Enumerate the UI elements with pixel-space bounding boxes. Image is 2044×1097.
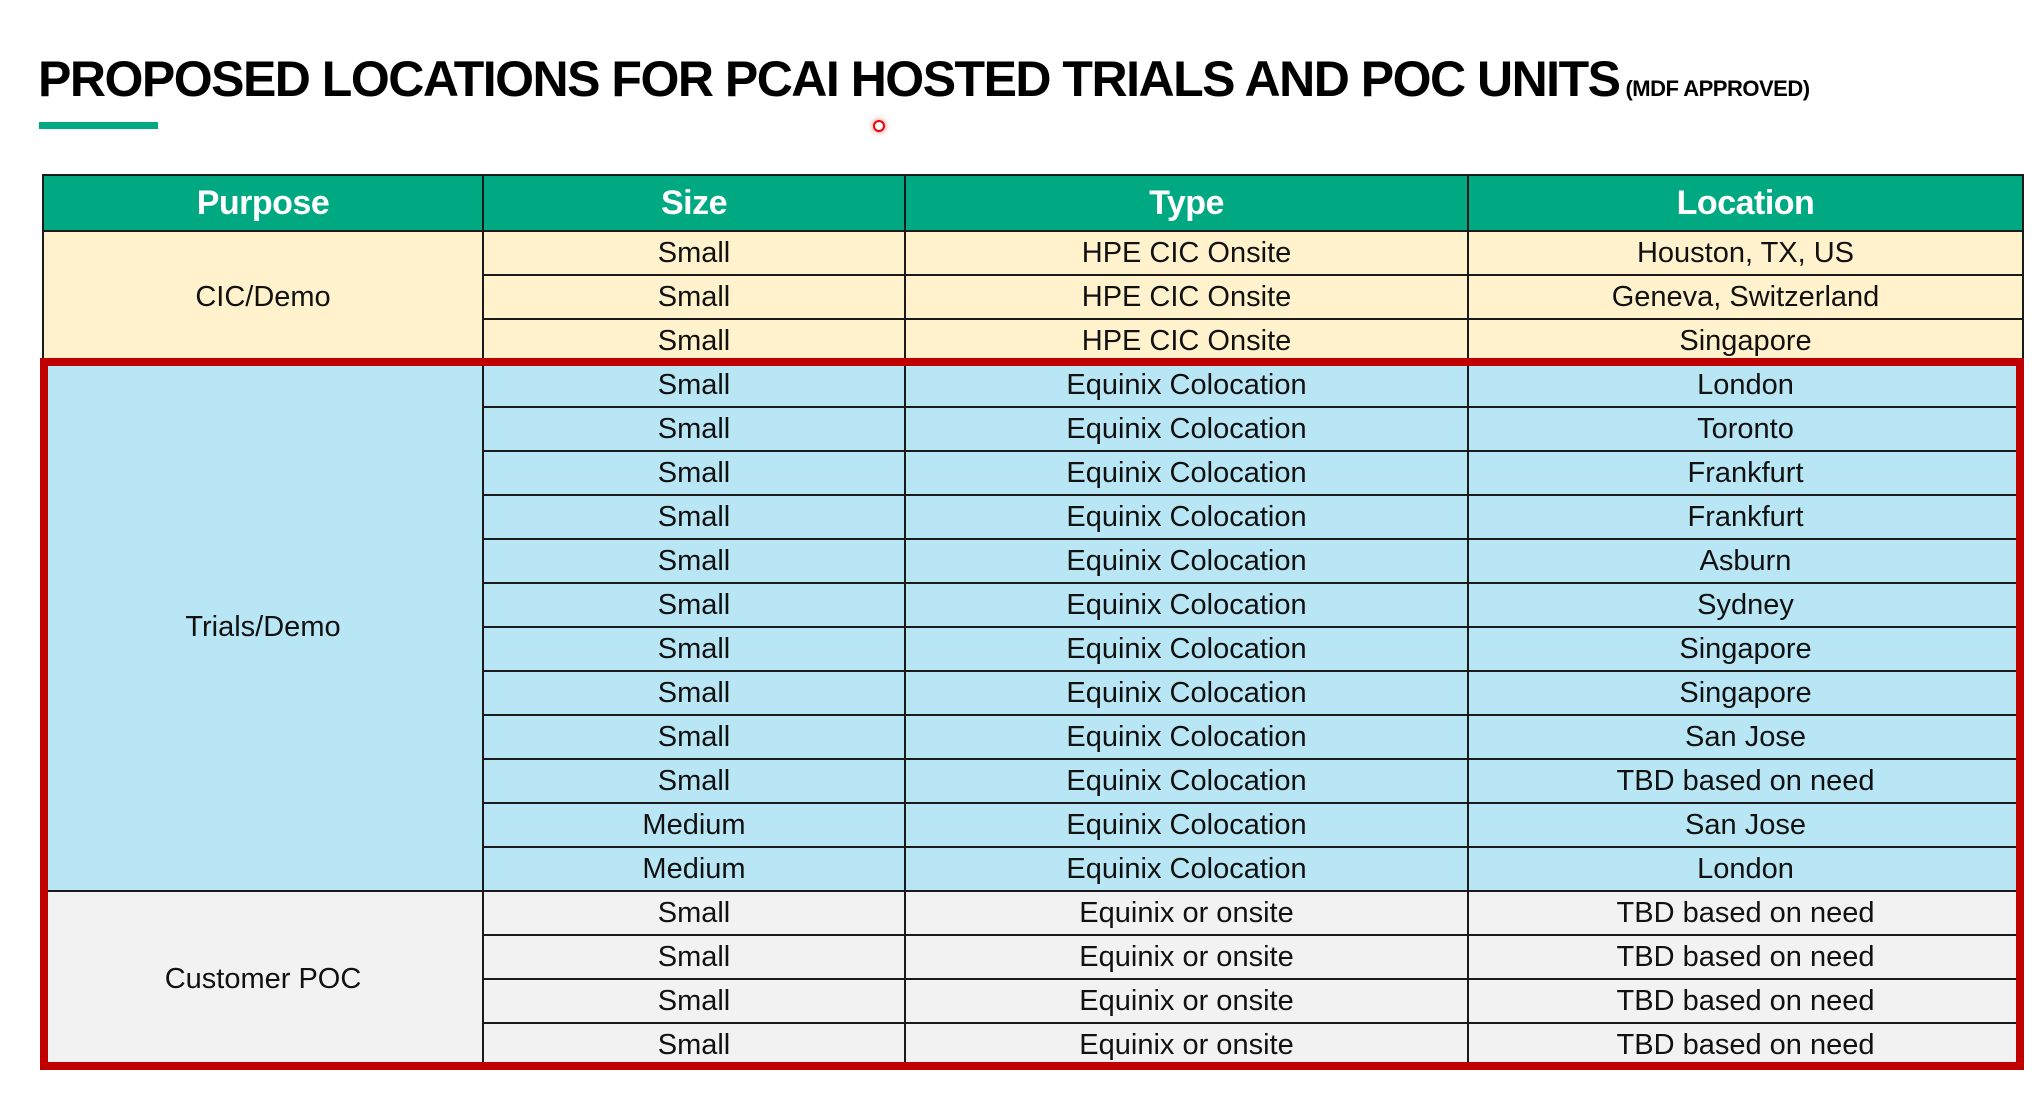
type-cell: Equinix Colocation	[904, 582, 1469, 628]
table-row: Small Equinix Colocation Singapore	[43, 670, 2024, 716]
type-cell: HPE CIC Onsite	[904, 274, 1469, 320]
table-row: Customer POC Small Equinix or onsite TBD ba…	[42, 890, 2024, 1068]
type-cell: Equinix Colocation	[904, 450, 1469, 496]
header-location: Location	[1467, 174, 2024, 232]
pointer-cursor-icon	[873, 120, 885, 132]
location-cell: Singapore	[1467, 670, 2024, 716]
type-cell: Equinix Colocation	[904, 670, 1469, 716]
location-cell: Singapore	[1467, 318, 2024, 364]
table-header-row: Purpose Size Type Location	[42, 174, 2024, 232]
size-cell: Small	[482, 318, 906, 364]
purpose-cell: Trials/Demo	[42, 362, 484, 892]
location-cell: Toronto	[1467, 406, 2024, 452]
size-cell: Small	[482, 1022, 906, 1068]
size-cell: Small	[482, 450, 906, 496]
table-row: Medium Equinix Colocation San Jose	[43, 802, 2024, 848]
location-cell: Geneva, Switzerland	[1467, 274, 2024, 320]
table-row: CIC/Demo Small HPE CIC Onsite Houston, TX, …	[42, 230, 2024, 364]
header-purpose: Purpose	[42, 174, 484, 232]
size-cell: Small	[482, 362, 906, 408]
location-cell: TBD based on need	[1467, 1022, 2024, 1068]
size-cell: Small	[482, 582, 906, 628]
location-cell: Sydney	[1467, 582, 2024, 628]
type-cell: Equinix Colocation	[904, 538, 1469, 584]
type-cell: Equinix Colocation	[904, 362, 1469, 408]
type-cell: Equinix Colocation	[904, 406, 1469, 452]
location-cell: TBD based on need	[1467, 934, 2024, 980]
title-accent-bar	[39, 122, 158, 129]
size-cell: Small	[482, 538, 906, 584]
location-cell: TBD based on need	[1467, 890, 2024, 936]
type-cell: Equinix Colocation	[904, 802, 1469, 848]
table-row: Trials/Demo Small Equinix Colocation London	[42, 362, 2024, 892]
table-row: Small HPE CIC Onsite Singapore	[43, 318, 2024, 364]
location-cell: TBD based on need	[1467, 758, 2024, 804]
table-row: Small Equinix or onsite TBD based on need	[43, 978, 2024, 1024]
location-cell: London	[1467, 846, 2024, 892]
table-row: Small Equinix Colocation Sydney	[43, 582, 2024, 628]
location-cell: Singapore	[1467, 626, 2024, 672]
size-cell: Small	[482, 890, 906, 936]
table-row: Small Equinix Colocation Frankfurt	[43, 450, 2024, 496]
location-cell: Asburn	[1467, 538, 2024, 584]
purpose-cell: Customer POC	[42, 890, 484, 1068]
size-cell: Small	[482, 230, 906, 276]
size-cell: Small	[482, 714, 906, 760]
size-cell: Small	[482, 626, 906, 672]
header-size: Size	[482, 174, 906, 232]
type-cell: Equinix or onsite	[904, 1022, 1469, 1068]
table-row: Small Equinix Colocation San Jose	[43, 714, 2024, 760]
location-cell: Houston, TX, US	[1467, 230, 2024, 276]
type-cell: Equinix or onsite	[904, 934, 1469, 980]
table-row: Small Equinix Colocation Frankfurt	[43, 494, 2024, 540]
title-subtitle: (MDF APPROVED)	[1625, 76, 1810, 101]
type-cell: HPE CIC Onsite	[904, 230, 1469, 276]
type-cell: HPE CIC Onsite	[904, 318, 1469, 364]
header-type: Type	[904, 174, 1469, 232]
purpose-cell: CIC/Demo	[42, 230, 484, 364]
type-cell: Equinix Colocation	[904, 494, 1469, 540]
title-main: PROPOSED LOCATIONS FOR PCAI HOSTED TRIAL…	[38, 51, 1621, 107]
size-cell: Medium	[482, 846, 906, 892]
size-cell: Small	[482, 934, 906, 980]
locations-table: Purpose Size Type Location CIC/Demo Small…	[42, 174, 2024, 1068]
table-row: Small Equinix Colocation Asburn	[43, 538, 2024, 584]
location-cell: Frankfurt	[1467, 450, 2024, 496]
size-cell: Medium	[482, 802, 906, 848]
size-cell: Small	[482, 406, 906, 452]
location-cell: San Jose	[1467, 802, 2024, 848]
page-title: PROPOSED LOCATIONS FOR PCAI HOSTED TRIAL…	[38, 50, 1810, 108]
type-cell: Equinix or onsite	[904, 978, 1469, 1024]
location-cell: Frankfurt	[1467, 494, 2024, 540]
size-cell: Small	[482, 494, 906, 540]
type-cell: Equinix Colocation	[904, 758, 1469, 804]
table-row: Medium Equinix Colocation London	[43, 846, 2024, 892]
size-cell: Small	[482, 274, 906, 320]
type-cell: Equinix or onsite	[904, 890, 1469, 936]
type-cell: Equinix Colocation	[904, 714, 1469, 760]
table-row: Small Equinix Colocation TBD based on need	[43, 758, 2024, 804]
size-cell: Small	[482, 978, 906, 1024]
table-row: Small Equinix or onsite TBD based on need	[43, 934, 2024, 980]
table-row: Small HPE CIC Onsite Geneva, Switzerland	[43, 274, 2024, 320]
location-cell: TBD based on need	[1467, 978, 2024, 1024]
location-cell: San Jose	[1467, 714, 2024, 760]
size-cell: Small	[482, 670, 906, 716]
type-cell: Equinix Colocation	[904, 846, 1469, 892]
type-cell: Equinix Colocation	[904, 626, 1469, 672]
location-cell: London	[1467, 362, 2024, 408]
table-row: Small Equinix Colocation Singapore	[43, 626, 2024, 672]
size-cell: Small	[482, 758, 906, 804]
table-row: Small Equinix Colocation Toronto	[43, 406, 2024, 452]
